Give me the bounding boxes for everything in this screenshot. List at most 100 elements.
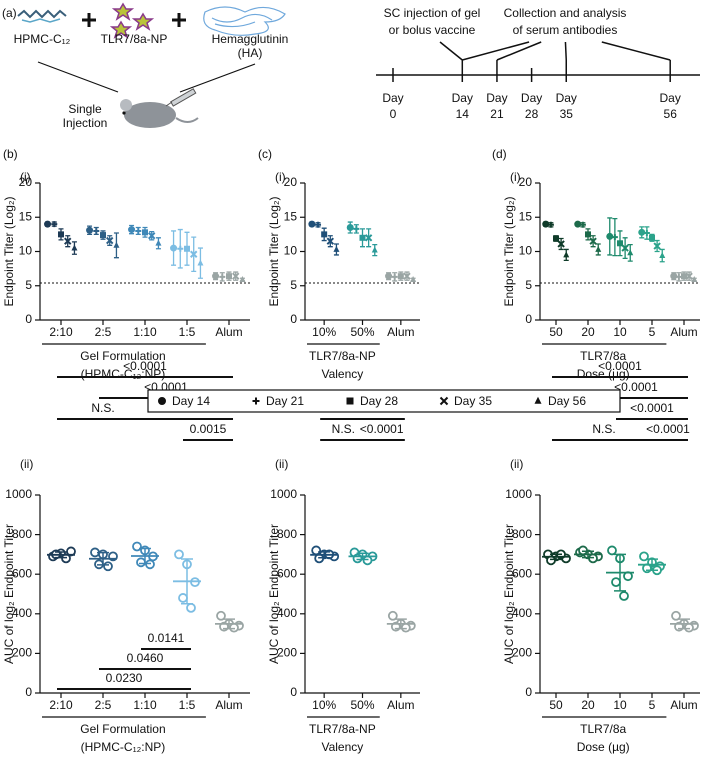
marker [397, 273, 404, 280]
x-axis-label: (HPMC-C₁₂:NP) [81, 740, 166, 754]
marker [588, 553, 598, 564]
y-tick-label: 800 [277, 527, 297, 541]
marker [100, 232, 106, 239]
y-axis-label: Endpoint Titer (Log₂) [267, 196, 281, 306]
marker [439, 396, 449, 406]
marker [547, 221, 554, 228]
marker [315, 221, 322, 228]
y-tick-label: 10 [284, 244, 298, 258]
x-tick-label: 2:10 [49, 698, 73, 712]
plus-sign [172, 13, 186, 27]
marker [155, 239, 162, 246]
marker [132, 541, 142, 552]
y-tick-label: 10 [19, 244, 33, 258]
x-tick-label: 10% [312, 325, 336, 339]
y-tick-label: 1000 [270, 487, 297, 501]
marker [385, 272, 393, 280]
day-word: Day [486, 91, 507, 105]
marker [691, 275, 698, 282]
x-tick-label: 10 [613, 325, 627, 339]
marker [93, 227, 100, 234]
x-tick-label: Alum [670, 698, 697, 712]
component-label: Hemagglutinin [212, 32, 289, 46]
x-tick-label: 50 [549, 698, 563, 712]
y-tick-label: 0 [290, 685, 297, 699]
x-tick-label: 5 [649, 325, 656, 339]
y-axis-label: AUC of log₂ Endpoint Titer [267, 524, 281, 664]
y-tick-label: 15 [19, 209, 33, 223]
marker [135, 227, 142, 234]
day-number: 14 [456, 107, 470, 121]
x-tick-label: 1:5 [179, 698, 196, 712]
x-tick-label: 10% [312, 698, 336, 712]
marker [184, 245, 190, 252]
marker [226, 273, 232, 280]
x-tick-label: Alum [387, 698, 414, 712]
y-axis-label: Endpoint Titer (Log₂) [2, 196, 16, 306]
marker [364, 234, 373, 242]
y-tick-label: 1000 [5, 487, 32, 501]
timeline: Day 0 Day 14 Day 21 Day 28 Day 35 Day 56 [376, 41, 700, 121]
p-value-label: N.S. [592, 422, 615, 436]
marker [190, 250, 198, 258]
sd-bar [139, 547, 151, 565]
p-value-label: 0.0230 [106, 671, 143, 685]
marker [229, 622, 239, 633]
marker [607, 545, 617, 556]
note-connector [439, 41, 463, 61]
marker [216, 610, 226, 621]
component-label: TLR7/8a-NP [101, 32, 168, 46]
marker [128, 226, 136, 234]
marker [252, 397, 260, 405]
x-tick-label: Alum [215, 698, 242, 712]
marker [219, 273, 226, 280]
panel-label: (b) [3, 147, 18, 161]
marker [621, 244, 629, 252]
marker [542, 220, 550, 228]
y-tick-label: 1000 [505, 487, 532, 501]
marker [103, 561, 113, 572]
legend-label: Day 21 [266, 394, 304, 408]
panel-label: (c) [258, 147, 272, 161]
panel-label: (a) [2, 6, 17, 20]
y-tick-label: 10 [519, 244, 533, 258]
y-tick-label: 15 [284, 209, 298, 223]
marker [643, 230, 650, 237]
marker [574, 220, 582, 228]
x-axis-label: Dose (µg) [577, 740, 630, 754]
timeline-note: Collection and analysis [504, 6, 627, 20]
x-tick-label: 50 [549, 325, 563, 339]
x-axis-label: Gel Formulation [80, 349, 165, 363]
y-axis-label: AUC of log₂ Endpoint Titer [2, 524, 16, 664]
y-tick-label: 400 [277, 606, 297, 620]
timeline-note: or bolus vaccine [389, 23, 476, 37]
marker [326, 237, 335, 245]
marker [684, 622, 694, 633]
sd-bar [55, 551, 67, 559]
x-tick-label: 1:10 [133, 698, 157, 712]
subpanel-label: (i) [510, 170, 521, 184]
day-word: Day [660, 91, 681, 105]
subpanel-label: (ii) [275, 457, 288, 471]
note-connector [462, 41, 530, 61]
sd-bar [614, 553, 626, 592]
y-tick-label: 5 [525, 278, 532, 292]
timeline-note: of serum antibodies [513, 23, 618, 37]
mouse-icon [120, 88, 199, 128]
x-axis-label: TLR7/8a-NP [309, 349, 376, 363]
p-value-label: 0.0015 [190, 422, 227, 436]
y-tick-label: 0 [290, 312, 297, 326]
marker [671, 610, 681, 621]
y-tick-label: 200 [277, 646, 297, 660]
marker [64, 237, 72, 245]
y-axis-label: Endpoint Titer (Log₂) [502, 196, 516, 306]
p-value-label: N.S. [332, 422, 355, 436]
polymer-icon [21, 18, 61, 23]
plus-sign [82, 13, 96, 27]
y-tick-label: 0 [525, 685, 532, 699]
x-tick-label: Alum [215, 325, 242, 339]
marker [579, 221, 586, 228]
marker [627, 249, 634, 256]
connector [37, 61, 119, 93]
marker [58, 231, 64, 238]
